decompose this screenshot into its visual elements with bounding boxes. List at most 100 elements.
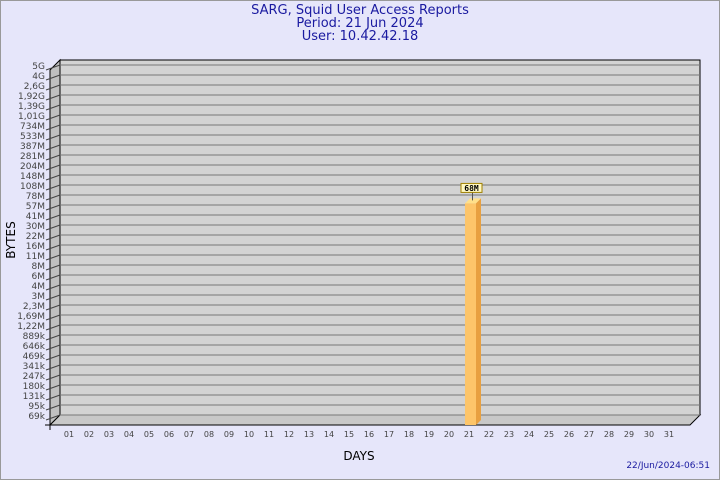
y-tick-label: 4G [32,72,45,82]
data-label: 68M [464,184,479,193]
y-tick [45,314,61,321]
y-tick [45,354,61,361]
y-tick-label: 108M [20,182,45,192]
y-tick [45,104,61,111]
x-tick-label: 14 [324,430,334,439]
y-tick-label: 1,92G [18,92,45,102]
y-tick [45,204,61,211]
plot-back [59,59,701,416]
y-tick [45,414,61,421]
y-tick [45,124,61,131]
y-tick-label: 469k [23,352,46,362]
x-tick-label: 12 [284,430,294,439]
y-tick-label: 204M [20,162,45,172]
y-tick-label: 95k [28,402,45,412]
x-tick-label: 06 [164,430,174,439]
x-tick-label: 03 [104,430,114,439]
x-tick-label: 05 [144,430,154,439]
y-tick [45,324,61,331]
x-tick-label: 13 [304,430,314,439]
data-label-box [460,182,483,193]
y-tick-label: 131k [23,392,46,402]
y-tick [45,144,61,151]
y-tick-label: 281M [20,152,45,162]
y-tick [45,84,61,91]
y-tick [45,254,61,261]
x-tick-label: 29 [624,430,634,439]
y-tick [45,364,61,371]
y-tick-label: 3M [32,292,46,302]
y-tick-label: 387M [20,142,45,152]
timestamp: 22/Jun/2024-06:51 [626,461,710,471]
y-tick [45,184,61,191]
bar-top [465,198,481,204]
y-tick-label: 341k [23,362,46,372]
y-tick [45,404,61,411]
y-tick-label: 180k [23,382,46,392]
y-tick [45,154,61,161]
y-tick-label: 41M [26,212,45,222]
y-tick [45,174,61,181]
x-tick-label: 02 [84,430,94,439]
y-tick [45,284,61,291]
x-tick-label: 27 [584,430,594,439]
y-tick [45,164,61,171]
x-tick-label: 23 [504,430,514,439]
y-tick-label: 1,22M [17,322,45,332]
x-tick-label: 26 [564,430,574,439]
y-tick-label: 8M [32,262,46,272]
y-tick [45,394,61,401]
x-tick-label: 18 [404,430,414,439]
x-tick-label: 11 [264,430,274,439]
x-tick-label: 20 [444,430,454,439]
y-tick [45,334,61,341]
x-tick-label: 09 [224,430,234,439]
y-tick [45,344,61,351]
y-tick [45,114,61,121]
y-tick-label: 69k [28,412,45,422]
x-tick-label: 15 [344,430,354,439]
y-tick-label: 533M [20,132,45,142]
x-tick-label: 25 [544,430,554,439]
y-tick [45,264,61,271]
y-axis-label: BYTES [4,221,18,258]
y-tick-label: 1,01G [18,112,45,122]
y-tick [45,274,61,281]
x-tick-label: 30 [644,430,654,439]
y-tick-label: 5G [32,62,45,72]
chart-title: SARG, Squid User Access Reports [251,3,469,18]
x-tick-label: 10 [244,430,254,439]
y-tick [45,374,61,381]
y-tick [45,304,61,311]
x-tick-label: 24 [524,430,534,439]
plot-left-wall [49,58,61,427]
y-tick-label: 2,3M [23,302,45,312]
y-tick [45,134,61,141]
x-tick-label: 01 [64,430,74,439]
y-tick [45,234,61,241]
x-tick-label: 17 [384,430,394,439]
x-tick-label: 16 [364,430,374,439]
x-tick-label: 28 [604,430,614,439]
y-tick-label: 4M [32,282,46,292]
x-tick-label: 21 [464,430,474,439]
y-tick-label: 247k [23,372,46,382]
chart-user: User: 10.42.42.18 [301,29,419,44]
y-tick [45,194,61,201]
y-tick [45,224,61,231]
y-tick [45,244,61,251]
y-tick-label: 57M [26,202,45,212]
y-tick [45,94,61,101]
y-tick-label: 6M [32,272,46,282]
y-tick-label: 1,39G [18,102,45,112]
x-tick-label: 19 [424,430,434,439]
y-tick-label: 22M [26,232,45,242]
y-tick-label: 78M [26,192,45,202]
y-tick-label: 889k [23,332,46,342]
plot-floor [48,414,702,426]
bar-side [476,198,481,425]
y-tick-label: 11M [26,252,45,262]
x-tick-label: 22 [484,430,494,439]
y-tick-label: 646k [23,342,46,352]
bar [465,203,476,425]
